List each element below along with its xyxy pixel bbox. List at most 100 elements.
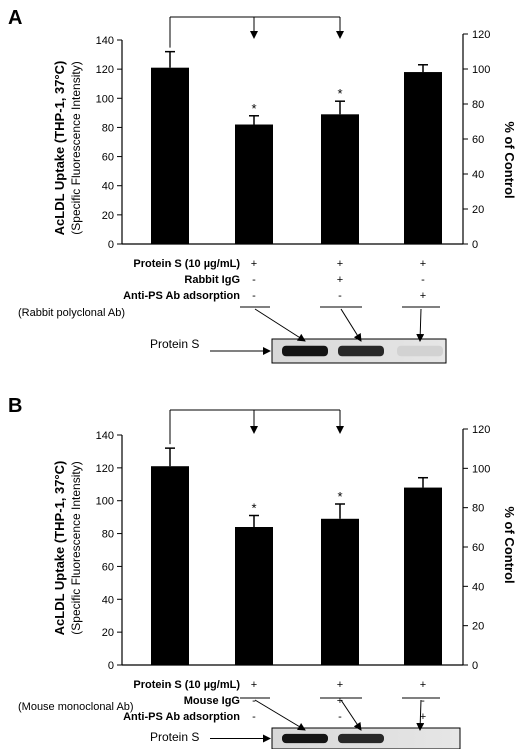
blot-band xyxy=(282,733,328,744)
blot-band xyxy=(338,733,384,744)
row-label: Protein S (10 µg/mL) xyxy=(133,258,240,270)
y-tick-label: 140 xyxy=(96,430,114,442)
y2-tick-label: 80 xyxy=(472,99,484,111)
y-axis-title: AcLDL Uptake (THP-1, 37°C) xyxy=(52,461,67,636)
bars: ** xyxy=(151,447,442,665)
treatment-symbol: + xyxy=(420,711,426,723)
y2-tick-label: 40 xyxy=(472,169,484,181)
y2-tick-label: 80 xyxy=(472,503,484,515)
western-blot xyxy=(210,308,447,364)
bar xyxy=(235,124,273,244)
blot-band xyxy=(338,345,384,357)
y-axis-title: AcLDL Uptake (THP-1, 37°C) xyxy=(52,61,67,236)
significance-star: * xyxy=(337,86,342,101)
y-tick-label: 100 xyxy=(96,496,114,508)
y2-tick-label: 120 xyxy=(472,424,490,436)
antibody-note: (Mouse monoclonal Ab) xyxy=(18,701,134,713)
row-label: Rabbit IgG xyxy=(184,274,240,286)
y2-tick-label: 0 xyxy=(472,660,478,672)
y-tick-label: 60 xyxy=(102,561,114,573)
y-tick-label: 40 xyxy=(102,594,114,606)
significance-star: * xyxy=(251,101,256,116)
treatment-symbol: - xyxy=(252,695,256,707)
treatment-symbol: + xyxy=(337,679,343,691)
treatment-symbol: + xyxy=(337,695,343,707)
treatment-symbol: - xyxy=(421,695,425,707)
lane-arrow xyxy=(254,699,306,731)
treatment-table: Protein S (10 µg/mL)- + + +Mouse IgG - + -Anti… xyxy=(123,679,440,723)
y-tick-label: 120 xyxy=(96,463,114,475)
y2-tick-label: 20 xyxy=(472,204,484,216)
row-label: Protein S (10 µg/mL) xyxy=(133,679,240,691)
panel-b: B AcLDL Uptake (THP-1, 37°C) (Specific F… xyxy=(8,395,517,749)
y2-axis-title: % of Control xyxy=(502,121,517,198)
bar xyxy=(321,114,359,244)
treatment-symbol: - xyxy=(252,274,256,286)
y-tick-label: 0 xyxy=(108,660,114,672)
lane-arrow xyxy=(340,699,362,731)
treatment-table: Protein S (10 µg/mL)- + + +Rabbit IgG - + -Ant… xyxy=(123,258,440,308)
treatment-symbol: - xyxy=(421,274,425,286)
panel-letter: B xyxy=(8,395,22,417)
row-label: Anti-PS Ab adsorption xyxy=(123,290,240,302)
treatment-symbol: - xyxy=(252,290,256,302)
lane-arrow xyxy=(254,308,306,342)
y-tick-label: 80 xyxy=(102,122,114,134)
bar xyxy=(404,72,442,244)
y2-tick-label: 100 xyxy=(472,64,490,76)
panel-a: A AcLDL Uptake (THP-1, 37°C) (Specific F… xyxy=(8,7,517,364)
y2-tick-label: 40 xyxy=(472,581,484,593)
y-tick-label: 60 xyxy=(102,152,114,164)
treatment-symbol: - xyxy=(168,258,172,270)
treatment-symbol: - xyxy=(168,711,172,723)
western-blot xyxy=(210,699,461,749)
treatment-symbol: + xyxy=(420,679,426,691)
treatment-symbol: - xyxy=(338,290,342,302)
bars: ** xyxy=(151,50,442,244)
y-tick-label: 20 xyxy=(102,210,114,222)
treatment-symbol: + xyxy=(337,258,343,270)
blot-label: Protein S xyxy=(150,730,199,744)
y-tick-label: 140 xyxy=(96,35,114,47)
lane-arrow xyxy=(340,308,362,342)
y-tick-label: 0 xyxy=(108,239,114,251)
bar xyxy=(235,527,273,665)
comparison-bracket xyxy=(169,409,344,445)
blot-band xyxy=(397,345,443,357)
treatment-symbol: - xyxy=(168,290,172,302)
bar xyxy=(151,466,189,665)
antibody-note: (Rabbit polyclonal Ab) xyxy=(18,307,125,319)
treatment-symbol: + xyxy=(420,290,426,302)
row-label: Anti-PS Ab adsorption xyxy=(123,711,240,723)
treatment-symbol: + xyxy=(251,258,257,270)
y2-tick-label: 0 xyxy=(472,239,478,251)
comparison-bracket xyxy=(169,16,344,48)
bar xyxy=(151,67,189,244)
treatment-symbol: + xyxy=(337,274,343,286)
treatment-symbol: + xyxy=(420,258,426,270)
treatment-symbol: - xyxy=(252,711,256,723)
y-tick-label: 40 xyxy=(102,181,114,193)
treatment-symbol: - xyxy=(338,711,342,723)
y-tick-label: 120 xyxy=(96,64,114,76)
lane-arrow xyxy=(416,308,425,342)
row-label: Mouse IgG xyxy=(184,695,240,707)
panel-letter: A xyxy=(8,7,22,29)
y-axis-subtitle: (Specific Fluorescence Intensity) xyxy=(69,61,83,234)
bar xyxy=(404,487,442,665)
significance-star: * xyxy=(251,501,256,516)
treatment-symbol: - xyxy=(168,679,172,691)
y-tick-label: 100 xyxy=(96,93,114,105)
bar xyxy=(321,518,359,665)
blot-band xyxy=(282,345,328,357)
lane-arrow xyxy=(416,699,425,731)
significance-star: * xyxy=(337,489,342,504)
y2-tick-label: 120 xyxy=(472,29,490,41)
y-axis-subtitle: (Specific Fluorescence Intensity) xyxy=(69,461,83,634)
y2-tick-label: 100 xyxy=(472,463,490,475)
y2-tick-label: 60 xyxy=(472,134,484,146)
y2-tick-label: 60 xyxy=(472,542,484,554)
y-tick-label: 80 xyxy=(102,529,114,541)
y2-axis-title: % of Control xyxy=(502,506,517,583)
